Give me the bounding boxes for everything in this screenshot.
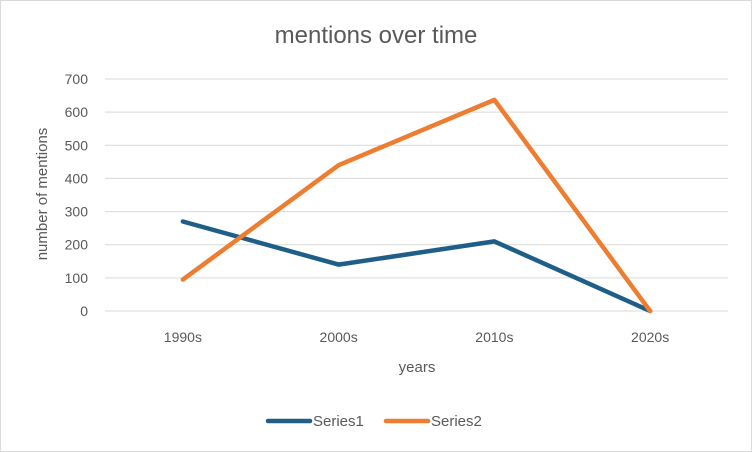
series-line-series2 (180, 97, 653, 314)
x-tick-label: 2000s (320, 329, 358, 345)
x-tick-label: 2010s (475, 329, 513, 345)
x-axis-tick-labels: 1990s 2000s 2010s 2020s (164, 329, 669, 345)
legend-label-series2: Series2 (431, 413, 482, 430)
y-tick-label: 700 (65, 71, 89, 87)
x-axis-title: years (399, 359, 436, 376)
series-lines (180, 97, 653, 314)
y-tick-label: 400 (65, 170, 89, 186)
series-line-series1 (180, 219, 653, 314)
x-tick-label: 1990s (164, 329, 202, 345)
y-axis-title: number of mentions (34, 128, 51, 261)
x-tick-label: 2020s (631, 329, 669, 345)
y-tick-label: 100 (65, 270, 89, 286)
y-tick-label: 300 (65, 204, 89, 220)
chart-title: mentions over time (275, 22, 478, 49)
y-tick-label: 0 (80, 303, 88, 319)
legend: Series1 Series2 (265, 413, 482, 430)
y-tick-label: 200 (65, 237, 89, 253)
gridlines (105, 78, 728, 312)
y-axis-tick-labels: 0 100 200 300 400 500 600 700 (65, 71, 89, 319)
legend-label-series1: Series1 (313, 413, 364, 430)
y-tick-label: 500 (65, 137, 89, 153)
y-tick-label: 600 (65, 104, 89, 120)
